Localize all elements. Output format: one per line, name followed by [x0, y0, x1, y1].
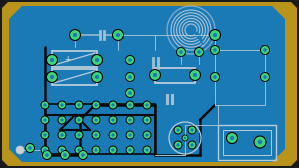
Circle shape	[227, 133, 237, 143]
Bar	[155, 68, 195, 83]
Circle shape	[92, 131, 100, 139]
Circle shape	[126, 146, 134, 154]
Circle shape	[210, 46, 219, 54]
Circle shape	[43, 148, 47, 152]
Text: +: +	[65, 54, 71, 64]
Circle shape	[263, 75, 267, 79]
Circle shape	[190, 70, 201, 80]
Circle shape	[60, 151, 69, 159]
Circle shape	[75, 131, 83, 139]
Circle shape	[112, 148, 115, 152]
Circle shape	[81, 153, 85, 157]
Circle shape	[112, 30, 123, 40]
Circle shape	[188, 126, 196, 134]
Circle shape	[41, 131, 49, 139]
Circle shape	[47, 72, 57, 82]
Circle shape	[143, 131, 151, 139]
Circle shape	[174, 141, 182, 149]
Circle shape	[188, 141, 196, 149]
Circle shape	[50, 58, 54, 62]
Circle shape	[45, 153, 49, 157]
Circle shape	[153, 73, 157, 77]
Circle shape	[128, 118, 132, 122]
Circle shape	[213, 33, 217, 37]
Circle shape	[60, 148, 64, 152]
Circle shape	[258, 140, 262, 144]
Bar	[218, 125, 276, 160]
Circle shape	[143, 116, 151, 124]
Circle shape	[190, 128, 193, 132]
Circle shape	[145, 118, 149, 122]
Circle shape	[16, 146, 24, 154]
Circle shape	[213, 48, 217, 52]
Circle shape	[260, 73, 269, 81]
Bar	[45, 104, 155, 154]
Circle shape	[58, 116, 66, 124]
Circle shape	[79, 151, 88, 159]
Circle shape	[95, 75, 99, 79]
Circle shape	[94, 118, 97, 122]
Circle shape	[77, 103, 81, 107]
Circle shape	[126, 55, 135, 65]
Circle shape	[230, 136, 234, 140]
Circle shape	[94, 148, 97, 152]
Circle shape	[179, 50, 183, 54]
Circle shape	[128, 148, 132, 152]
Circle shape	[94, 103, 97, 107]
Circle shape	[176, 128, 180, 132]
Circle shape	[41, 116, 49, 124]
Circle shape	[112, 118, 115, 122]
Circle shape	[77, 133, 81, 137]
Circle shape	[42, 151, 51, 159]
Circle shape	[109, 131, 117, 139]
Circle shape	[25, 143, 34, 153]
Circle shape	[254, 136, 266, 148]
Circle shape	[109, 146, 117, 154]
Circle shape	[47, 54, 57, 66]
Circle shape	[50, 75, 54, 79]
Circle shape	[213, 75, 217, 79]
Circle shape	[128, 133, 132, 137]
Circle shape	[150, 70, 161, 80]
Circle shape	[210, 30, 220, 40]
Circle shape	[128, 58, 132, 62]
Circle shape	[126, 101, 134, 109]
Polygon shape	[9, 6, 285, 162]
Bar	[52, 51, 97, 67]
Circle shape	[58, 101, 66, 109]
Circle shape	[112, 133, 115, 137]
Circle shape	[43, 118, 47, 122]
Circle shape	[58, 146, 66, 154]
Circle shape	[126, 131, 134, 139]
Circle shape	[260, 46, 269, 54]
Circle shape	[77, 148, 81, 152]
Circle shape	[92, 101, 100, 109]
Circle shape	[112, 103, 115, 107]
Circle shape	[58, 131, 66, 139]
Circle shape	[109, 101, 117, 109]
Circle shape	[184, 137, 186, 139]
Circle shape	[116, 33, 120, 37]
Circle shape	[75, 146, 83, 154]
Circle shape	[41, 146, 49, 154]
Circle shape	[77, 118, 81, 122]
Circle shape	[182, 135, 188, 141]
Circle shape	[145, 133, 149, 137]
Circle shape	[94, 133, 97, 137]
Polygon shape	[2, 2, 297, 166]
Circle shape	[128, 75, 132, 79]
Circle shape	[210, 73, 219, 81]
Circle shape	[193, 73, 197, 77]
Circle shape	[126, 73, 135, 81]
Circle shape	[91, 72, 103, 82]
Circle shape	[190, 143, 193, 147]
Circle shape	[126, 89, 135, 97]
Circle shape	[263, 48, 267, 52]
Circle shape	[145, 103, 149, 107]
Circle shape	[197, 50, 201, 54]
Circle shape	[63, 153, 67, 157]
Bar	[223, 130, 271, 155]
Circle shape	[60, 118, 64, 122]
Bar	[52, 69, 97, 85]
